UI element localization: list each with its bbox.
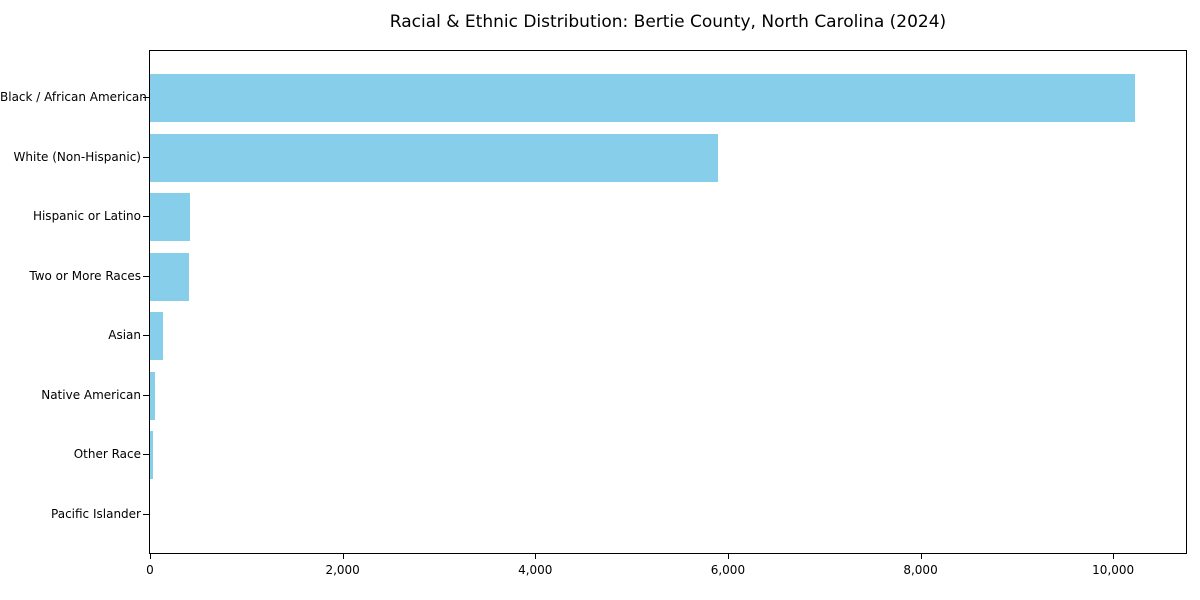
x-tick-label: 2,000 [325,563,360,577]
bar-other-race [150,431,153,479]
x-tick-label: 6,000 [710,563,746,577]
bar-two-or-more-races [150,252,189,301]
y-axis-label-native-american: Native American [41,387,141,402]
x-tick-mark [727,554,729,559]
x-tick-label: 8,000 [903,563,938,577]
y-tick-mark [143,275,149,277]
bar-asian [150,312,163,360]
bar-native-american [150,371,155,420]
y-tick-mark [143,394,149,396]
plot-area [149,50,1187,554]
x-tick-mark [342,554,344,559]
x-tick-label: 0 [146,563,154,577]
x-tick-label: 4,000 [518,563,553,577]
y-tick-mark [143,156,149,158]
y-tick-mark [143,454,149,455]
bar-white-non-hispanic [150,133,719,182]
bar-hispanic-or-latino [150,193,190,241]
x-tick-mark [920,554,922,559]
y-axis-label-pacific-islander: Pacific Islander [51,506,141,521]
x-tick-mark [1113,554,1115,559]
bar-black-african-american [150,74,1136,122]
y-axis-label-hispanic-or-latino: Hispanic or Latino [32,209,141,223]
y-tick-mark [143,513,149,515]
y-axis-label-asian: Asian [108,328,141,342]
y-tick-mark [143,97,149,98]
y-tick-mark [143,216,149,217]
x-tick-mark [150,554,151,559]
x-tick-mark [535,554,537,559]
y-tick-mark [143,335,149,336]
y-axis-label-other-race: Other Race [73,447,141,461]
y-axis-label-black-african-american: Black / African American [0,90,147,104]
y-axis-label-white-non-hispanic: White (Non-Hispanic) [13,149,141,164]
y-axis-label-two-or-more-races: Two or More Races [29,268,141,283]
chart-title: Racial & Ethnic Distribution: Bertie Cou… [389,12,947,32]
x-tick-label: 10,000 [1092,563,1135,577]
